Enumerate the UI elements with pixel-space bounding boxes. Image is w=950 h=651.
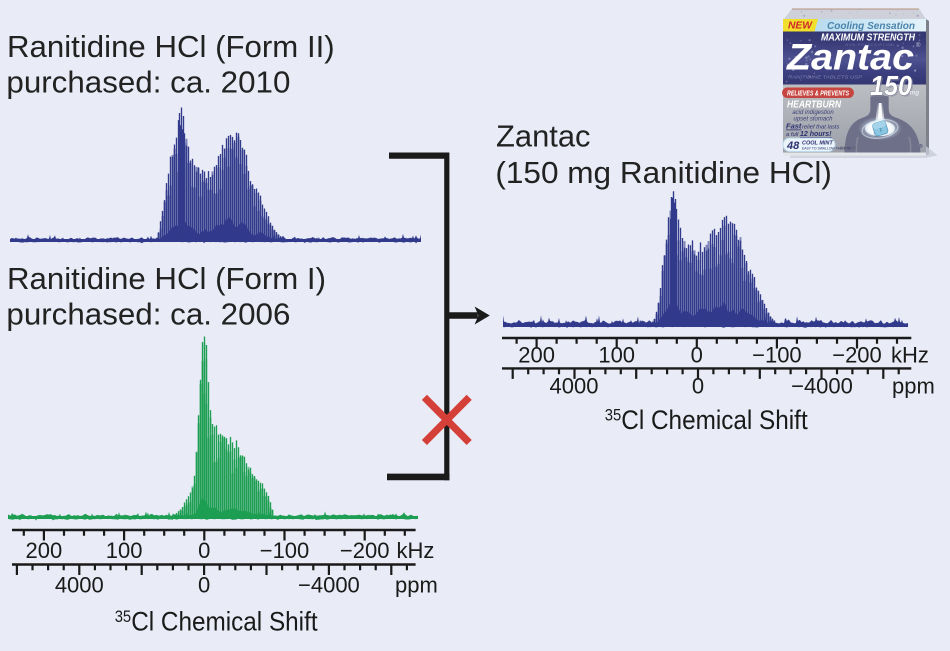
svg-text:−200: −200 (832, 343, 882, 368)
svg-text:150: 150 (870, 70, 912, 101)
svg-text:DIN 02231: DIN 02231 (840, 146, 856, 150)
svg-text:Ranitidine HCl (Form II): Ranitidine HCl (Form II) (7, 29, 335, 64)
svg-text:0: 0 (692, 374, 704, 399)
svg-text:Cooling Sensation: Cooling Sensation (827, 20, 915, 32)
svg-text:200: 200 (518, 343, 555, 368)
svg-text:acid indigestion: acid indigestion (792, 110, 834, 116)
svg-text:NEW: NEW (788, 21, 814, 32)
svg-text:HEARTBURN: HEARTBURN (787, 99, 841, 111)
svg-text:relief that lasts: relief that lasts (802, 125, 839, 131)
svg-text:0: 0 (198, 573, 210, 598)
svg-text:100: 100 (106, 538, 143, 563)
svg-text:−100: −100 (752, 343, 802, 368)
svg-text:a full: a full (786, 132, 799, 138)
svg-text:12 hours!: 12 hours! (800, 131, 832, 138)
svg-text:®: ® (919, 143, 923, 150)
svg-text:(150 mg Ranitidine HCl): (150 mg Ranitidine HCl) (495, 155, 832, 190)
svg-text:−100: −100 (260, 538, 310, 563)
svg-text:z: z (879, 127, 884, 134)
svg-text:−200: −200 (340, 538, 390, 563)
svg-text:35Cl Chemical Shift: 35Cl Chemical Shift (115, 607, 318, 637)
svg-text:−4000: −4000 (791, 374, 853, 399)
svg-text:0: 0 (198, 538, 210, 563)
svg-text:purchased: ca. 2006: purchased: ca. 2006 (6, 296, 290, 331)
svg-text:150: 150 (872, 72, 914, 103)
svg-text:48: 48 (786, 140, 800, 152)
svg-text:4000: 4000 (550, 374, 599, 399)
svg-text:RELIEVES & PREVENTS: RELIEVES & PREVENTS (787, 90, 849, 97)
svg-text:Zantac: Zantac (496, 118, 591, 153)
svg-text:purchased: ca. 2010: purchased: ca. 2010 (6, 64, 290, 99)
svg-text:4000: 4000 (55, 573, 104, 598)
svg-text:100: 100 (598, 343, 635, 368)
svg-text:ppm: ppm (395, 573, 438, 598)
svg-text:35Cl Chemical Shift: 35Cl Chemical Shift (605, 405, 808, 435)
svg-text:Fast: Fast (786, 122, 802, 131)
svg-text:EASY TO SWALLOW TABLETS: EASY TO SWALLOW TABLETS (802, 147, 851, 151)
svg-text:MAXIMUM STRENGTH: MAXIMUM STRENGTH (821, 33, 916, 44)
svg-text:Ranitidine HCl (Form I): Ranitidine HCl (Form I) (7, 261, 326, 296)
svg-text:mg: mg (910, 90, 920, 97)
svg-text:kHz: kHz (891, 343, 929, 368)
svg-text:Zantac: Zantac (786, 37, 915, 78)
svg-text:RANITIDINE TABLETS USP: RANITIDINE TABLETS USP (788, 75, 863, 81)
svg-text:−4000: −4000 (298, 573, 360, 598)
svg-text:0: 0 (691, 343, 703, 368)
svg-text:ppm: ppm (892, 374, 935, 399)
svg-text:®: ® (916, 42, 921, 49)
svg-text:COOL MINT: COOL MINT (802, 141, 833, 147)
svg-text:kHz: kHz (397, 538, 435, 563)
svg-text:upset stomach: upset stomach (793, 117, 833, 123)
svg-text:NON-PRESCRIPTION: NON-PRESCRIPTION (846, 43, 895, 47)
svg-text:°: ° (914, 70, 917, 76)
svg-text:200: 200 (26, 538, 63, 563)
